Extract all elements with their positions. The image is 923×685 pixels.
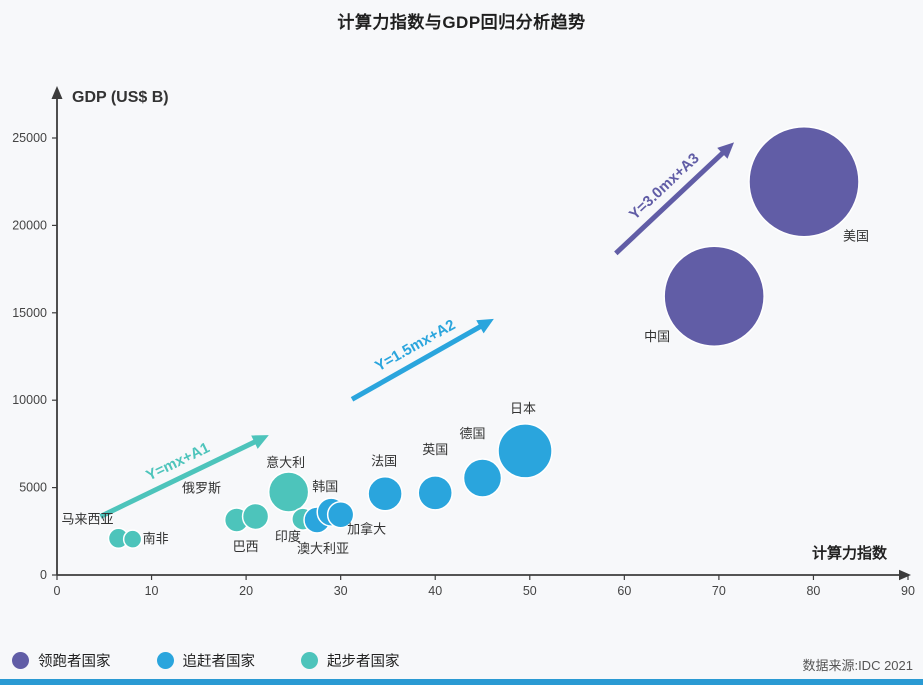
bubble-label-英国: 英国: [422, 442, 448, 457]
bubble-label-马来西亚: 马来西亚: [61, 511, 113, 526]
legend-dot-starter-icon: [301, 652, 318, 669]
y-tick-label-5000: 5000: [19, 481, 47, 495]
bubble-美国: [748, 125, 860, 238]
y-tick-label-15000: 15000: [12, 306, 47, 320]
bubble-label-印度: 印度: [275, 529, 301, 544]
bubble-label-加拿大: 加拿大: [347, 522, 386, 537]
x-tick-label-50: 50: [523, 584, 537, 598]
bottom-accent-bar: [0, 679, 923, 685]
data-source-note: 数据来源:IDC 2021: [802, 658, 913, 673]
x-tick-label-70: 70: [712, 584, 726, 598]
trend-arrow-head-icon: [717, 142, 735, 159]
bubble-中国: [663, 245, 765, 347]
y-tick-label-0: 0: [40, 568, 47, 582]
x-tick-label-30: 30: [334, 584, 348, 598]
x-tick-label-60: 60: [617, 584, 631, 598]
trend-arrow-label-3: Y=3.0mx+A3: [626, 150, 703, 223]
y-tick-label-10000: 10000: [12, 393, 47, 407]
bubble-label-中国: 中国: [644, 329, 670, 344]
x-axis-title: 计算力指数: [811, 545, 887, 562]
x-tick-label-80: 80: [806, 584, 820, 598]
trend-arrow-line-3: [614, 150, 726, 256]
chart-title: 计算力指数与GDP回归分析趋势: [337, 13, 586, 32]
trend-arrow-head-icon: [476, 318, 494, 334]
bubble-加拿大: [326, 500, 355, 529]
x-tick-label-10: 10: [145, 584, 159, 598]
bubble-label-美国: 美国: [843, 229, 869, 244]
bubble-label-南非: 南非: [143, 531, 169, 546]
bubble-德国: [462, 458, 503, 498]
bubble-日本: [497, 423, 553, 479]
y-axis-arrow-icon: [51, 86, 63, 99]
bubble-意大利: [267, 471, 310, 513]
bubble-南非: [122, 529, 143, 549]
legend-dot-chaser-icon: [156, 652, 174, 669]
x-tick-label-0: 0: [54, 584, 61, 598]
legend-item-starter: 起步者国家: [301, 650, 400, 671]
bubble-label-德国: 德国: [459, 426, 485, 441]
y-tick-label-25000: 25000: [12, 131, 47, 145]
bubble-俄罗斯: [241, 502, 270, 531]
chart-legend: 领跑者国家 追赶者国家 起步者国家: [12, 650, 400, 671]
legend-dot-leader-icon: [12, 652, 29, 669]
bubble-法国: [367, 475, 403, 512]
x-axis-arrow-icon: [899, 569, 911, 581]
legend-label-starter: 起步者国家: [327, 654, 400, 670]
bubble-英国: [417, 475, 453, 511]
legend-label-chaser: 追赶者国家: [182, 654, 256, 670]
trend-arrow-line-1: [99, 438, 258, 519]
y-axis-title: GDP (US$ B): [72, 89, 169, 106]
bubble-label-法国: 法国: [371, 454, 397, 469]
y-tick-label-20000: 20000: [12, 218, 47, 232]
x-tick-label-40: 40: [428, 584, 442, 598]
bubble-label-意大利: 意大利: [266, 455, 305, 470]
x-tick-label-90: 90: [901, 584, 915, 598]
bubble-label-俄罗斯: 俄罗斯: [182, 480, 221, 495]
bubble-label-澳大利亚: 澳大利亚: [297, 541, 349, 556]
bubble-label-日本: 日本: [510, 401, 536, 416]
trend-arrow-line-2: [350, 323, 483, 402]
bubble-label-韩国: 韩国: [312, 479, 338, 494]
legend-item-leader: 领跑者国家: [12, 650, 111, 671]
legend-label-leader: 领跑者国家: [38, 654, 111, 670]
x-tick-label-20: 20: [239, 584, 253, 598]
bubble-label-巴西: 巴西: [233, 539, 259, 554]
legend-item-chaser: 追赶者国家: [156, 650, 256, 671]
trend-arrow-head-icon: [251, 435, 269, 449]
